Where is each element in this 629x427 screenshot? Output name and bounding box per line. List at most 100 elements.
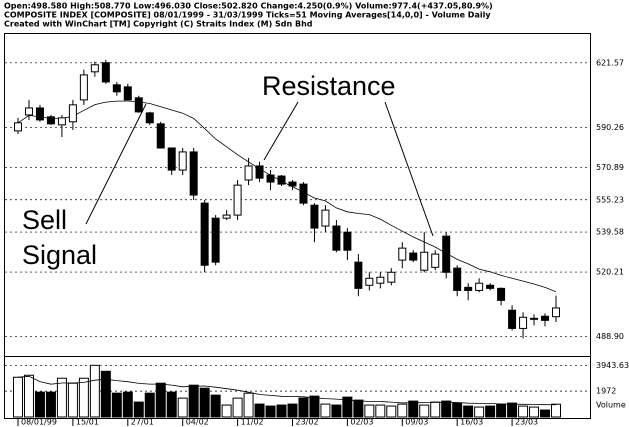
y2-tick-label: 1972 [596,387,616,396]
volume-bar [518,405,529,418]
volume-bar [408,400,419,418]
candle-body [376,276,385,284]
annotation-line [384,101,434,237]
candle-body [134,97,143,113]
volume-bar [276,404,287,418]
candle-body [46,116,55,125]
candle-body [299,183,308,204]
volume-bar [199,387,210,418]
volume-bar [67,382,78,418]
annotation-line [85,103,147,225]
candle-body [332,225,341,251]
volume-bar [13,376,23,418]
y2-tick-label: 3943.63 [596,361,629,370]
y-tick-label: 590.26 [596,123,624,132]
candle-body [101,62,110,83]
volume-bar [507,402,518,418]
volume-bar [111,392,122,418]
candle-body [354,261,363,289]
candle-body [431,253,440,268]
x-tick-label: 09/03 [405,418,428,427]
candle-body [453,267,462,291]
candle-body [189,151,198,196]
candle-body [552,307,560,318]
candle-body [420,251,429,271]
volume-bar [331,404,342,418]
y-tick-label: 488.90 [596,332,624,341]
volume-bar [243,392,254,418]
candle-body [200,202,209,266]
volume-moving-average [17,375,556,406]
candle-body [79,74,88,101]
x-tick-label: 08/01/99 [21,418,57,427]
volume-bar [287,403,298,418]
candle-body [167,147,176,171]
volume-bar [133,401,144,418]
x-tick-label: 15/01 [76,418,99,427]
volume-bar [441,400,452,418]
x-tick-label: 16/03 [460,418,483,427]
volume-bar [221,404,232,418]
volume-bar [485,405,496,418]
x-tick-label: 23/03 [515,418,538,427]
candle-body [266,174,275,183]
volume-bar [155,382,166,418]
x-tick-label: 02/03 [350,418,373,427]
candle-body [409,252,418,261]
moving-average [17,100,557,293]
candle-body [310,204,319,229]
volume-bar [188,384,199,418]
volume-bar [144,392,155,418]
candle-body [277,175,286,185]
volume-bar [551,403,561,418]
x-tick-label: 04/02 [186,418,209,427]
x-tick-label: 23/02 [295,418,318,427]
y-tick-label: 520.21 [596,268,624,277]
header-line: Created with WinChart [TM] Copyright (C)… [4,20,313,29]
volume-bar [474,406,485,418]
candle-body [486,284,495,289]
candle-body [222,214,231,219]
volume-bar [309,395,320,418]
x-tick-label: 27/01 [131,418,154,427]
volume-bar [364,404,375,418]
candle-body [475,282,484,291]
volume-bar [45,391,56,418]
volume-bar [122,391,133,418]
volume-bar [430,401,441,418]
y-tick-label: 555.23 [596,195,624,204]
volume-bar [375,404,386,418]
candle-body [112,84,121,93]
volume-bar [419,404,430,418]
frame [4,33,591,419]
volume-bar [452,402,463,418]
candle-body [68,104,77,123]
annotation: Resistance [262,71,396,101]
volume-bar [463,405,474,418]
volume-bar [386,405,397,418]
x-tick-label: 11/02 [241,418,264,427]
volume-bar [56,377,67,418]
candle-body [321,209,330,227]
candle-body [464,286,473,291]
candle-body [211,217,220,263]
volume-bar [177,397,188,418]
candle-body [365,277,374,286]
volume-bar [342,396,353,418]
annotation-line [263,101,299,161]
volume-bar [232,397,243,418]
y-tick-label: 621.57 [596,58,624,67]
volume-bar [496,403,507,418]
candle-body [530,317,539,320]
candle-body [244,165,253,181]
annotation: Signal [22,240,97,270]
candle-body [90,64,99,73]
candle-body [255,165,264,179]
volume-bar [529,406,540,418]
candle-body [442,235,451,273]
volume-bar [78,377,89,418]
candle-body [145,112,154,124]
candle-body [343,231,352,251]
volume-bar [298,397,309,418]
